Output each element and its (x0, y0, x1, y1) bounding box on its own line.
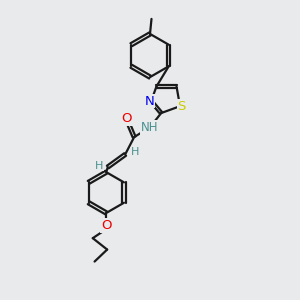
Text: NH: NH (141, 121, 158, 134)
Text: N: N (145, 94, 155, 108)
Text: O: O (122, 112, 132, 125)
Text: H: H (94, 160, 103, 171)
Text: S: S (177, 100, 186, 113)
Text: O: O (101, 219, 112, 232)
Text: H: H (130, 147, 139, 157)
